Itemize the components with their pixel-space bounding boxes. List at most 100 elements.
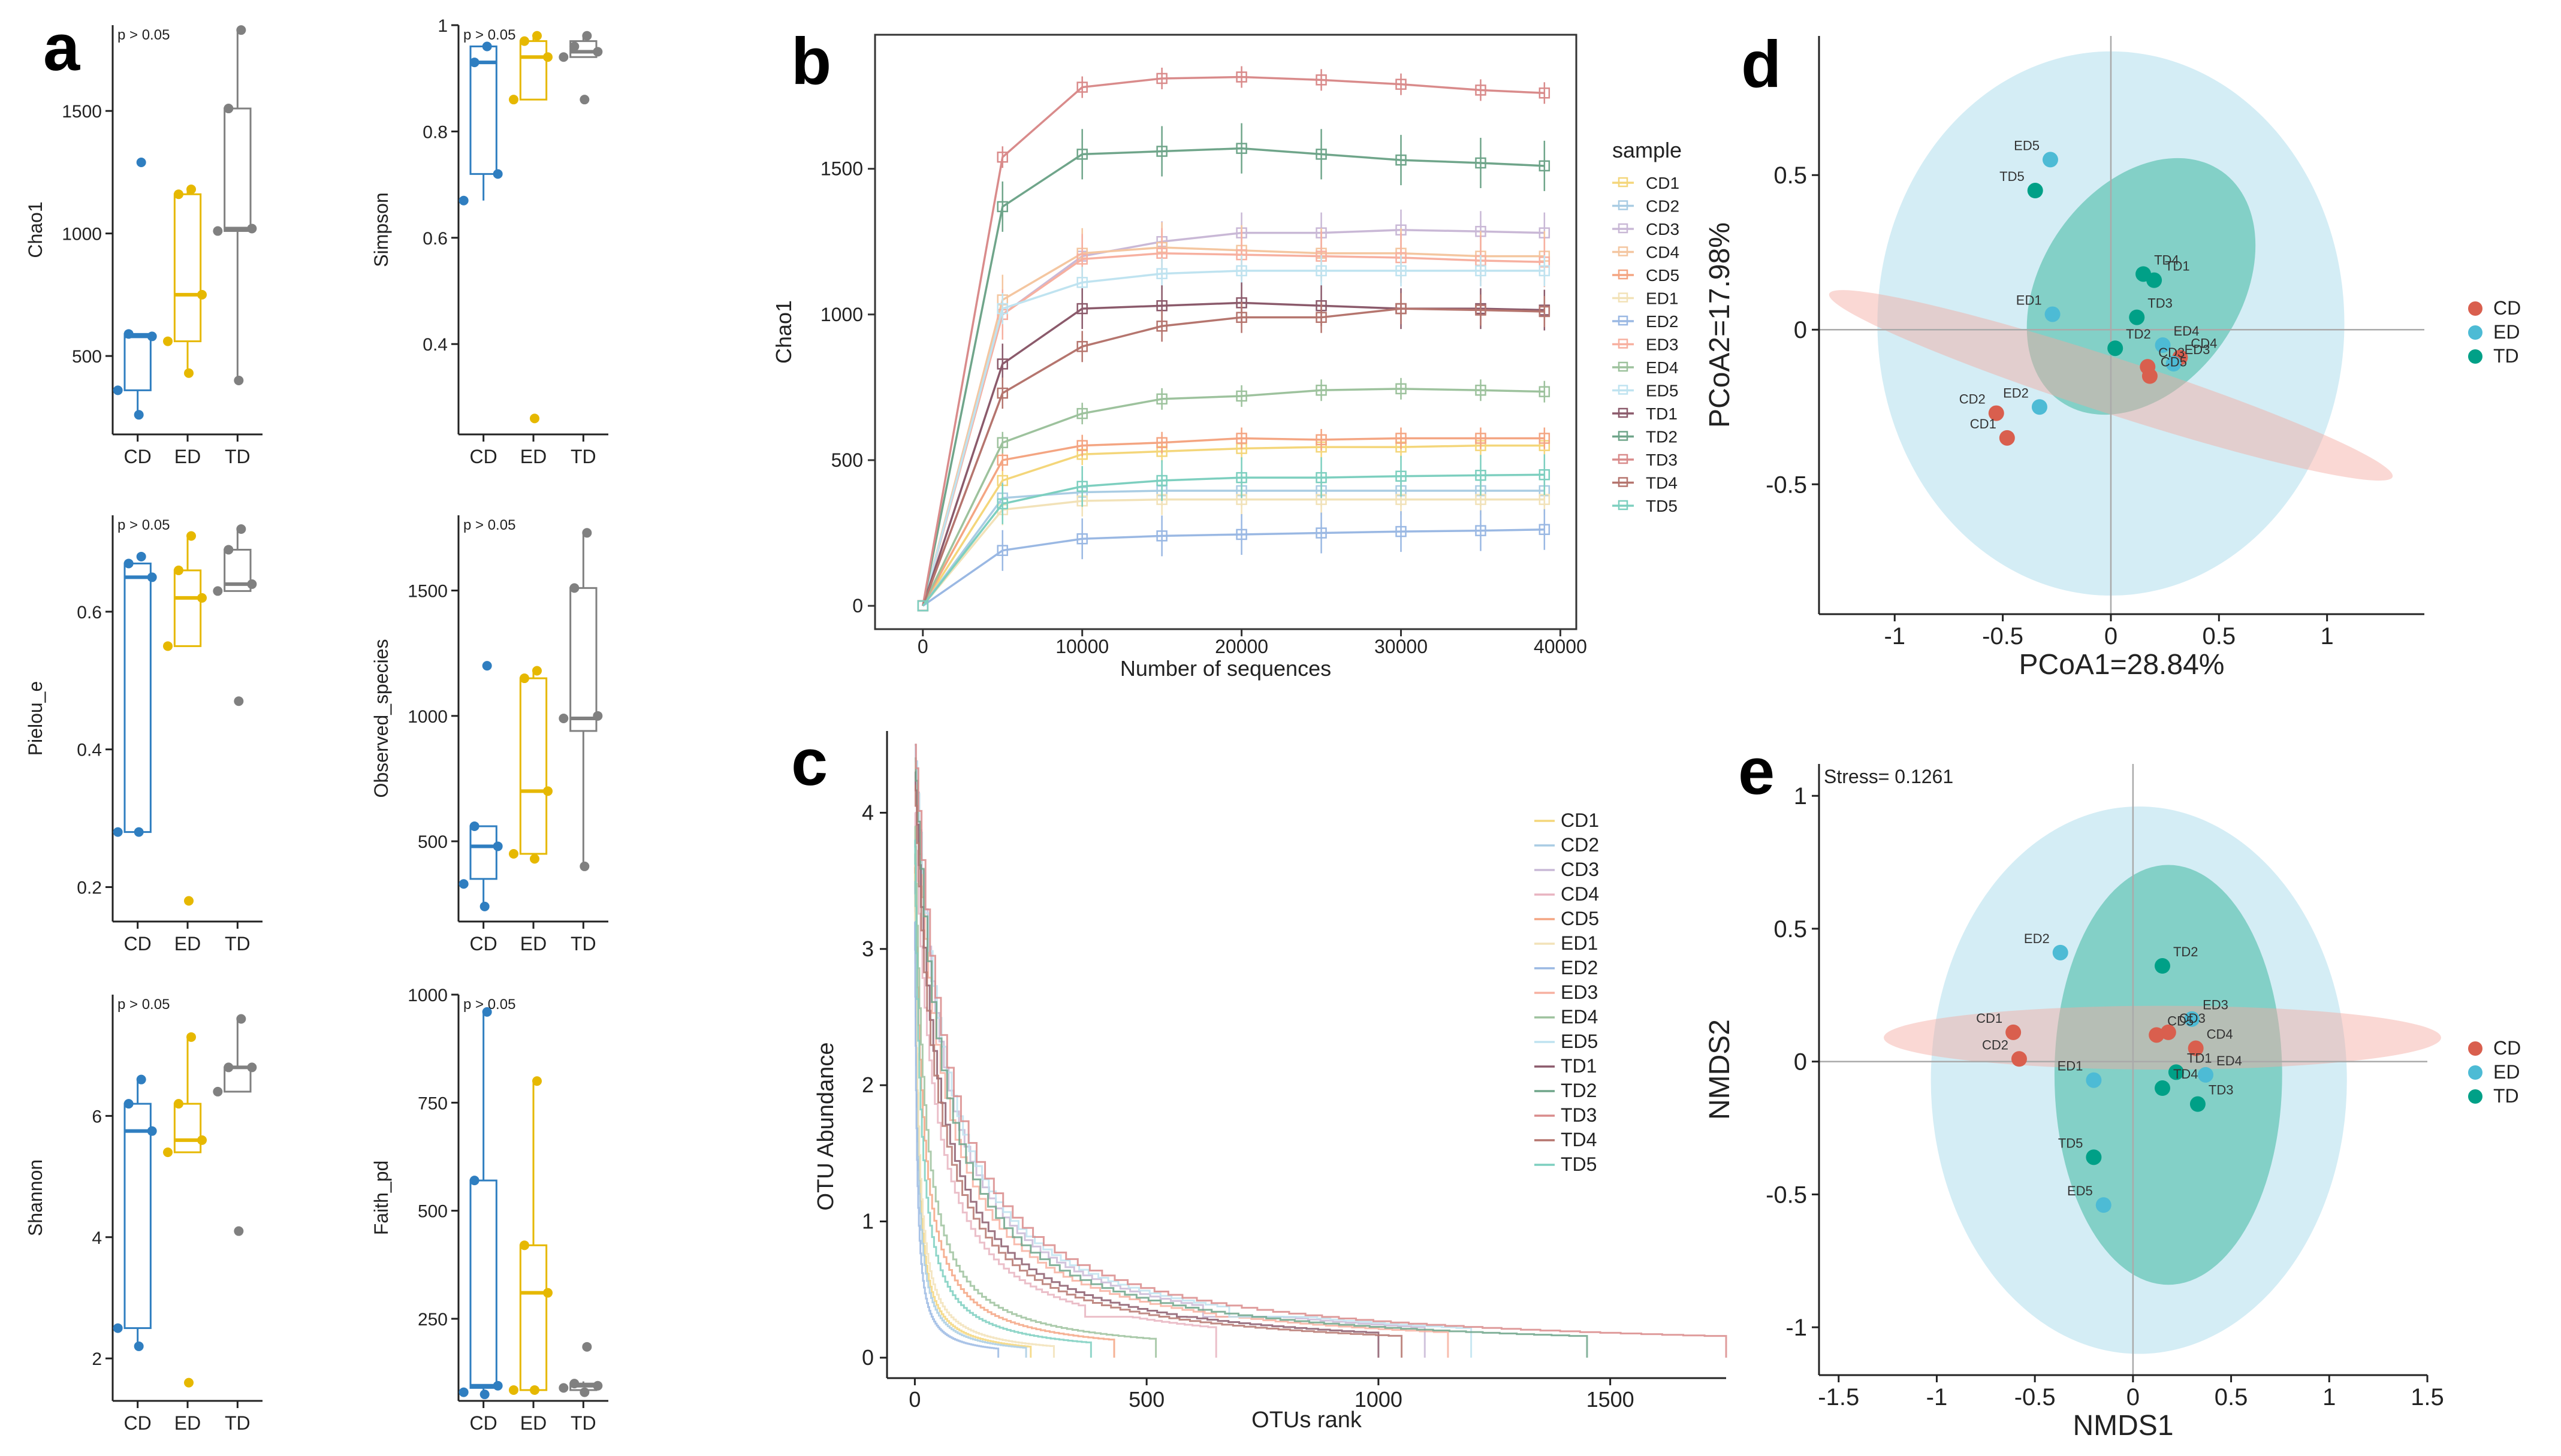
data-point-ED [163, 336, 173, 346]
sample-label-CD4: CD4 [2191, 336, 2217, 351]
box-TD [569, 587, 598, 732]
sample-label-TD5: TD5 [1999, 169, 2025, 184]
panel-letter: b [791, 25, 831, 98]
data-marker-TD3 [1236, 71, 1247, 83]
data-point-TD [559, 1383, 569, 1393]
panel-letter: c [791, 726, 828, 799]
data-marker-TD5 [1156, 475, 1168, 487]
y-tick-label: 0 [852, 595, 863, 617]
data-marker-TD5 [1076, 481, 1088, 492]
x-tick-label: 1 [2321, 623, 2334, 650]
data-point-CD [134, 1341, 144, 1351]
data-marker-TD3 [1316, 74, 1327, 86]
x-tick-label: 20000 [1215, 636, 1268, 657]
sample-label-TD4: TD4 [2154, 252, 2179, 267]
data-point-ED [174, 1099, 183, 1109]
y-axis-label: PCoA2=17.98% [1704, 222, 1736, 428]
data-marker-ED2 [1236, 528, 1247, 540]
x-tick-label: CD [470, 446, 497, 467]
series-line-TD1 [922, 301, 1545, 606]
data-point-ED [184, 1378, 194, 1388]
x-tick-label: TD [225, 1412, 251, 1434]
data-point-TD [234, 1226, 244, 1236]
data-point-CD [136, 158, 146, 168]
y-axis-label: Chao1 [771, 300, 796, 364]
legend-marker-CD1 [1618, 177, 1628, 188]
legend-label-ED5: ED5 [1561, 1031, 1598, 1052]
data-point-CD [479, 901, 490, 911]
legend-dot-TD [2468, 349, 2482, 364]
legend-label-CD5: CD5 [1646, 266, 1679, 285]
y-tick-label: 0 [1794, 1049, 1807, 1076]
series-curve-TD5 [914, 839, 1092, 1358]
data-marker-TD1 [1156, 300, 1168, 312]
y-tick-label: 4 [862, 800, 874, 824]
data-marker-TD3 [1539, 87, 1551, 99]
data-point-ED [163, 641, 173, 651]
x-tick-label: 10000 [1055, 636, 1109, 657]
confidence-ellipse-TD [2026, 158, 2256, 415]
sample-point-CD2 [1988, 405, 2004, 421]
data-marker-ED4 [1156, 393, 1168, 405]
data-marker-ED2 [1475, 525, 1486, 536]
y-axis-label: Observed_species [370, 639, 392, 798]
x-tick-label: 1000 [1355, 1387, 1402, 1412]
data-point-TD [593, 47, 603, 57]
data-point-TD [224, 104, 234, 114]
data-marker-ED2 [1316, 527, 1327, 539]
box-ED [519, 1244, 548, 1391]
sample-point-CD1 [1999, 430, 2015, 446]
legend-marker-CD2 [1618, 200, 1628, 210]
x-axis-label: PCoA1=28.84% [2019, 649, 2225, 681]
series-curve-CD5 [914, 853, 1115, 1358]
data-point-CD [147, 572, 157, 582]
sample-label-TD3: TD3 [2209, 1083, 2234, 1098]
legend-label-CD1: CD1 [1561, 809, 1599, 831]
sample-point-TD4 [2154, 1080, 2170, 1096]
legend-label-ED: ED [2493, 1061, 2520, 1083]
x-tick-label: 1.5 [2411, 1384, 2444, 1410]
sample-point-TD5 [2086, 1149, 2102, 1165]
data-point-ED [184, 896, 194, 906]
sample-point-TD2 [2107, 340, 2123, 357]
series-curve-CD2 [914, 880, 1027, 1358]
data-point-CD [113, 1323, 123, 1333]
y-tick-label: 1500 [408, 582, 448, 602]
data-point-ED [532, 1076, 542, 1086]
data-point-ED [509, 849, 518, 859]
series-line-CD5 [922, 437, 1545, 606]
data-point-ED [186, 531, 196, 541]
x-tick-label: 1500 [1586, 1387, 1634, 1412]
sample-label-TD2: TD2 [2126, 327, 2151, 342]
legend-label-CD: CD [2493, 1037, 2521, 1059]
data-point-TD [213, 586, 223, 596]
y-tick-label: 4 [92, 1228, 102, 1248]
sample-point-ED2 [2031, 399, 2047, 415]
box-ED [173, 569, 202, 647]
x-tick-label: 500 [1129, 1387, 1165, 1412]
data-marker-ED4 [1076, 407, 1088, 419]
x-tick-label: 0 [918, 636, 928, 657]
sample-point-ED4 [2198, 1067, 2214, 1083]
data-marker-CD5 [1475, 433, 1486, 444]
legend-label-CD: CD [2493, 297, 2521, 319]
data-marker-TD4 [1395, 303, 1407, 315]
boxplot-a-observed: 500 1000 1500 CD ED TD Observed_species p > 0.0… [370, 515, 608, 954]
data-marker-ED5 [1539, 265, 1551, 277]
data-marker-TD4 [1076, 341, 1088, 352]
panel-letter: e [1738, 735, 1775, 808]
data-marker-TD2 [1539, 160, 1551, 172]
y-tick-label: 0.5 [1773, 916, 1807, 943]
data-point-TD [224, 1062, 234, 1073]
legend-label-ED5: ED5 [1646, 382, 1678, 400]
y-tick-label: 1 [862, 1209, 874, 1234]
sample-point-CD5 [2149, 1027, 2165, 1043]
legend-title: sample [1612, 138, 1682, 162]
series-line-TD3 [922, 75, 1545, 606]
series-curve-ED2 [914, 920, 1000, 1358]
sample-point-ED1 [2044, 306, 2061, 322]
p-value-label: p > 0.05 [463, 27, 515, 43]
legend-dot-TD [2468, 1089, 2482, 1104]
data-point-ED [530, 1385, 539, 1395]
data-marker-TD5 [997, 498, 1008, 510]
